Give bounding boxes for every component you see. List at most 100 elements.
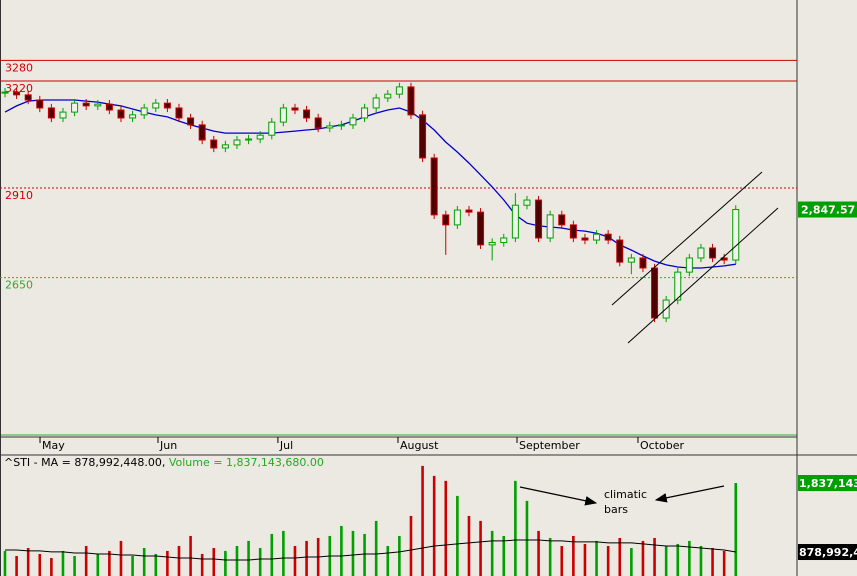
candle-body [442, 214, 450, 226]
candle-body [361, 107, 369, 119]
x-tick-label: September [519, 439, 580, 452]
volume-bar [96, 553, 100, 576]
volume-bar [374, 520, 378, 576]
volume-last-box [798, 475, 857, 492]
candle-body [604, 233, 612, 241]
candle-body [268, 121, 276, 136]
candle-body [221, 144, 229, 149]
candle-body [523, 199, 531, 206]
x-tick-label: May [42, 439, 65, 452]
candle-body [117, 109, 125, 119]
last-price-label: 2,847.57 [801, 204, 855, 217]
volume-bar [432, 475, 436, 576]
candle-body [558, 214, 566, 226]
candle-body [546, 214, 554, 239]
candle-body [372, 97, 380, 109]
volume-ma-label: 878,992,448 [799, 546, 857, 559]
volume-bar [676, 543, 680, 576]
candle-body [674, 271, 682, 301]
volume-bar [699, 545, 703, 576]
candle-body [697, 247, 705, 259]
volume-bar [606, 545, 610, 576]
annotation-arrow [519, 486, 598, 506]
candle-body [152, 102, 160, 109]
candle-body [732, 209, 740, 261]
candle-body [337, 124, 345, 127]
volume-bar [525, 500, 529, 576]
volume-bar [490, 530, 494, 576]
candle-body [314, 117, 322, 129]
candle-body [616, 239, 624, 263]
volume-ma-box [798, 544, 857, 561]
volume-bar [73, 555, 76, 576]
candle-body [59, 111, 67, 119]
candle-body [581, 237, 589, 241]
candle-body [651, 267, 659, 319]
volume-bar [3, 550, 7, 576]
volume-bar [258, 547, 262, 576]
volume-bar [84, 545, 88, 576]
candle-body [569, 224, 577, 239]
candle-body [384, 93, 392, 99]
volume-bar [142, 547, 146, 576]
candle-body [210, 139, 218, 149]
volume-ma [5, 539, 736, 561]
volume-bar [409, 515, 413, 576]
candle-body [71, 102, 79, 113]
volume-bar [514, 480, 517, 576]
candle-body [709, 247, 717, 259]
candle-body [349, 117, 357, 126]
volume-last-label: 1,837,143,680 [799, 477, 857, 490]
volume-bar [479, 520, 482, 576]
candle-body [291, 107, 299, 111]
volume-bar [50, 557, 53, 576]
volume-bar [224, 550, 227, 576]
volume-bar [363, 533, 366, 576]
volume-bar [131, 555, 134, 576]
volume-bar [502, 535, 506, 576]
x-tick-label: Jun [159, 439, 177, 452]
volume-bar [108, 550, 111, 576]
volume-bar [38, 553, 42, 576]
moving-average [4, 99, 736, 269]
y-tick-label: 2650 [5, 279, 33, 292]
candle-body [163, 102, 171, 109]
candle-body [175, 107, 183, 119]
x-tick-label: August [400, 439, 439, 452]
annotation-arrow [654, 485, 725, 503]
candle-body [419, 114, 427, 159]
volume-bar [235, 545, 239, 576]
candle-body [105, 103, 113, 111]
candle-body [303, 109, 311, 119]
volume-bar [189, 535, 192, 576]
candle-body [233, 139, 241, 146]
candle-body [140, 107, 148, 116]
trend-channel [611, 171, 763, 306]
volume-bar [15, 555, 18, 576]
volume-bar [166, 550, 169, 576]
y-tick-label: 3220 [5, 82, 33, 95]
volume-bar [351, 530, 355, 576]
candle-body [82, 102, 90, 107]
annotation: bars [604, 503, 628, 516]
volume-bar [177, 545, 181, 576]
last-price-box [798, 201, 857, 218]
volume-bar [154, 553, 158, 576]
y-tick-label: 2910 [5, 189, 33, 202]
volume-bar [247, 540, 250, 576]
volume-bar [641, 540, 645, 576]
volume-bar [630, 547, 633, 576]
volume-bar [548, 537, 552, 576]
x-tick-label: October [640, 439, 684, 452]
candle-body [36, 99, 44, 109]
candle-body [593, 233, 601, 241]
candle-body [407, 86, 415, 116]
volume-bar [119, 540, 123, 576]
header-volume: Volume = 1,837,143,680.00 [169, 456, 324, 469]
right-labels: 1,837,143,680 878,992,448 [798, 475, 857, 561]
candle-body [94, 103, 102, 107]
volume-bar [583, 543, 587, 576]
candle-body [465, 209, 473, 213]
candle-body [198, 124, 206, 141]
